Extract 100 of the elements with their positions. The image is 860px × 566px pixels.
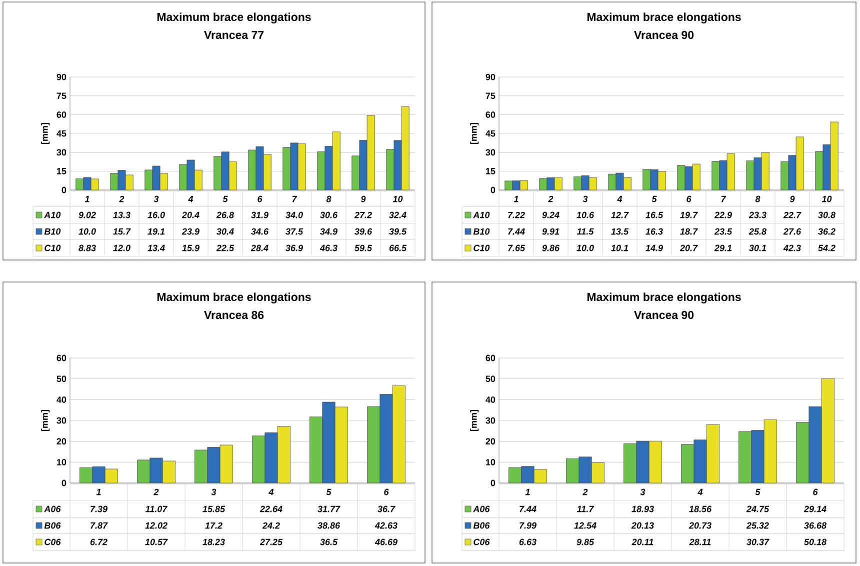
y-tick-label: 45 <box>486 130 496 137</box>
y-tick-label: 20 <box>56 438 66 445</box>
data-label: 20.11 <box>632 538 654 546</box>
legend-label: C06 <box>44 538 61 546</box>
chart-title: Maximum brace elongations <box>157 292 311 304</box>
data-label: 22.64 <box>260 506 282 512</box>
data-label: 13.5 <box>611 228 629 235</box>
x-tick-label: 7 <box>292 196 298 202</box>
data-label: 30.1 <box>749 244 766 252</box>
data-label: 30.37 <box>746 538 770 546</box>
chart-subtitle: Vrancea 90 <box>634 30 694 40</box>
data-label: 23.9 <box>182 228 200 235</box>
data-label: 7.22 <box>508 212 525 218</box>
data-label: 12.0 <box>113 244 130 252</box>
data-label: 54.2 <box>818 244 836 252</box>
y-tick-label: 40 <box>486 396 496 403</box>
y-tick-label: 30 <box>486 417 496 424</box>
y-tick-label: 10 <box>57 458 66 466</box>
y-tick-label: 60 <box>56 354 66 362</box>
legend-label: C06 <box>474 538 490 546</box>
data-label: 7.39 <box>90 506 108 512</box>
y-tick-label: 15 <box>486 168 496 174</box>
y-tick-label: 15 <box>57 168 66 174</box>
y-tick-label: 90 <box>56 74 66 80</box>
x-tick-label: 2 <box>154 488 159 496</box>
data-label: 9.85 <box>576 538 594 546</box>
data-label: 20.13 <box>631 522 654 529</box>
data-label: 37.5 <box>286 228 304 235</box>
data-label: 9.86 <box>542 244 560 252</box>
x-tick-label: 2 <box>119 196 124 202</box>
x-tick-label: 5 <box>652 196 657 202</box>
data-label: 31.9 <box>251 212 268 218</box>
y-axis-title: [mm] <box>470 410 479 431</box>
data-label: 6.63 <box>519 538 536 546</box>
x-tick-label: 5 <box>326 488 332 496</box>
data-label: 28.4 <box>250 244 268 252</box>
data-label: 18.23 <box>202 538 225 546</box>
data-label: 25.8 <box>748 228 766 235</box>
data-label: 16.0 <box>148 212 165 218</box>
x-tick-label: 3 <box>640 488 646 496</box>
data-label: 36.68 <box>804 522 826 529</box>
x-tick-label: 1 <box>525 488 530 496</box>
data-label: 32.4 <box>389 212 406 218</box>
x-tick-label: 2 <box>548 196 554 202</box>
data-label: 15.9 <box>182 244 200 252</box>
data-label: 24.2 <box>262 522 280 529</box>
data-label: 9.24 <box>542 212 560 218</box>
y-tick-label: 50 <box>56 376 66 382</box>
data-label: 6.72 <box>90 538 108 546</box>
chart-subtitle: Vrancea 90 <box>634 310 694 320</box>
legend-label: C10 <box>44 244 61 252</box>
data-label: 12.7 <box>611 212 629 218</box>
data-label: 36.5 <box>320 538 338 546</box>
data-label: 30.4 <box>216 228 234 235</box>
legend-label: B06 <box>473 522 490 529</box>
y-tick-label: 60 <box>486 354 496 362</box>
x-tick-label: 6 <box>258 196 262 202</box>
x-tick-label: 1 <box>84 196 90 202</box>
data-label: 10.1 <box>611 244 628 252</box>
y-tick-label: 50 <box>486 376 496 382</box>
data-label: 30.8 <box>818 212 836 218</box>
data-label: 34.9 <box>320 228 338 235</box>
data-label: 46.69 <box>374 538 398 546</box>
y-tick-label: 30 <box>56 417 66 424</box>
data-label: 10.0 <box>78 228 96 235</box>
x-tick-label: 7 <box>721 196 726 202</box>
data-label: 36.9 <box>286 244 303 252</box>
data-label: 22.9 <box>714 212 732 218</box>
chart-title: Maximum brace elongations <box>587 12 741 24</box>
data-label: 30.6 <box>320 212 338 218</box>
data-label: 13.3 <box>113 212 130 218</box>
data-label: 7.44 <box>520 506 536 512</box>
x-tick-label: 5 <box>222 196 228 202</box>
data-label: 34.0 <box>286 212 303 218</box>
y-tick-label: 45 <box>56 130 66 137</box>
data-label: 9.02 <box>78 212 96 218</box>
y-tick-label: 60 <box>56 111 66 118</box>
data-label: 7.65 <box>508 244 526 252</box>
data-label: 22.7 <box>783 212 802 218</box>
data-label: 7.44 <box>508 228 525 235</box>
y-tick-label: 0 <box>62 186 66 194</box>
y-tick-label: 30 <box>486 149 496 156</box>
x-tick-label: 9 <box>360 196 366 202</box>
chart-title: Maximum brace elongations <box>157 12 311 24</box>
data-label: 14.9 <box>646 244 663 252</box>
chart-subtitle: Vrancea 86 <box>204 310 264 320</box>
data-label: 19.7 <box>680 212 698 218</box>
data-label: 27.6 <box>783 228 802 235</box>
legend-label: A10 <box>473 212 490 218</box>
data-label: 18.7 <box>680 228 698 235</box>
data-label: 66.5 <box>389 244 407 252</box>
y-tick-label: 40 <box>56 396 66 403</box>
x-tick-label: 8 <box>326 196 332 202</box>
data-label: 28.11 <box>689 538 711 546</box>
legend-label: B06 <box>44 522 61 529</box>
data-label: 23.3 <box>748 212 766 218</box>
x-tick-label: 10 <box>392 196 403 202</box>
y-tick-label: 75 <box>486 92 496 99</box>
data-label: 15.7 <box>113 228 131 235</box>
chart-subtitle: Vrancea 77 <box>204 30 264 40</box>
